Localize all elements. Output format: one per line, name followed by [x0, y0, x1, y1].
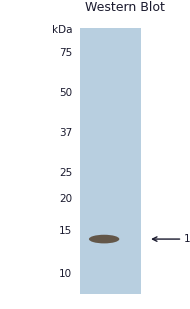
Text: kDa: kDa	[52, 25, 72, 35]
Text: 15: 15	[59, 226, 72, 236]
Text: 20: 20	[59, 194, 72, 204]
Text: 25: 25	[59, 168, 72, 178]
Text: 10: 10	[59, 269, 72, 279]
Text: 75: 75	[59, 48, 72, 58]
Text: 50: 50	[59, 88, 72, 98]
Text: Western Blot: Western Blot	[86, 1, 165, 14]
Text: 14kDa: 14kDa	[184, 234, 190, 244]
Ellipse shape	[89, 235, 119, 243]
Text: 37: 37	[59, 128, 72, 138]
Bar	[80, 28, 141, 294]
